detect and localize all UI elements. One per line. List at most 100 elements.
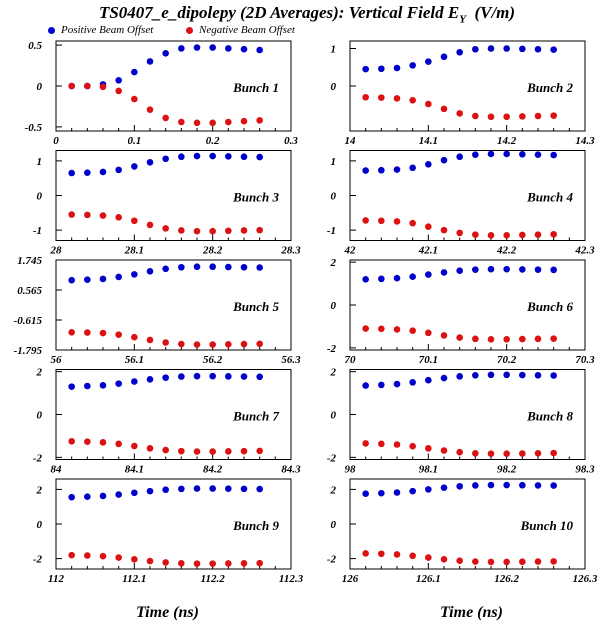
y-tick-label: 2 xyxy=(36,484,43,496)
y-tick-label: 0 xyxy=(331,81,337,93)
data-point-positive xyxy=(425,161,432,168)
data-point-negative xyxy=(115,554,122,561)
data-point-positive xyxy=(209,152,216,160)
x-tick-label: 84.1 xyxy=(125,464,144,476)
bunch-label: Bunch 1 xyxy=(232,80,279,95)
data-point-positive xyxy=(362,382,369,389)
data-point-positive xyxy=(178,263,185,271)
data-point-positive xyxy=(146,268,154,275)
data-point-negative xyxy=(534,335,542,343)
x-tick-label: 0 xyxy=(53,135,59,147)
data-point-negative xyxy=(84,329,91,336)
data-point-negative xyxy=(131,442,138,450)
x-tick-label: 14.2 xyxy=(497,135,517,147)
chart-title-subscript: Y xyxy=(459,13,466,26)
data-point-positive xyxy=(534,266,542,273)
x-tick-label: 112 xyxy=(48,573,64,585)
data-point-positive xyxy=(193,44,201,51)
data-point-positive xyxy=(362,65,369,73)
data-point-negative xyxy=(425,445,432,452)
data-point-positive xyxy=(409,164,416,172)
data-point-positive xyxy=(131,378,138,385)
data-point-negative xyxy=(393,218,401,225)
data-point-positive xyxy=(456,373,463,380)
data-point-negative xyxy=(178,227,185,234)
data-point-positive xyxy=(131,68,138,76)
data-point-positive xyxy=(68,169,75,177)
data-point-positive xyxy=(425,376,432,384)
data-point-negative xyxy=(193,227,201,235)
y-tick-label: 2 xyxy=(330,257,337,269)
x-axis-label-right: Time (ns) xyxy=(440,604,503,621)
data-point-negative xyxy=(84,211,91,219)
data-point-positive xyxy=(409,273,416,281)
data-point-negative xyxy=(146,106,154,114)
data-point-negative xyxy=(487,335,495,343)
data-point-positive xyxy=(534,371,542,379)
data-point-negative xyxy=(440,105,448,113)
data-point-positive xyxy=(131,271,138,278)
data-point-negative xyxy=(240,227,248,234)
data-point-negative xyxy=(225,340,232,348)
data-point-negative xyxy=(84,552,91,559)
data-point-negative xyxy=(487,113,495,121)
data-point-negative xyxy=(519,450,526,457)
data-point-positive xyxy=(131,163,138,170)
data-point-negative xyxy=(162,225,169,232)
data-point-positive xyxy=(362,167,369,174)
data-point-positive xyxy=(362,275,369,283)
data-point-negative xyxy=(240,340,248,348)
y-tick-label: 0 xyxy=(331,191,337,203)
data-point-negative xyxy=(456,448,463,456)
y-tick-label: -2 xyxy=(327,452,337,464)
y-tick-label: -1 xyxy=(327,225,336,237)
data-point-positive xyxy=(503,481,510,489)
data-point-negative xyxy=(162,559,169,566)
panel-bunch-5: 56 56.1 56.2 56.3 1.745 0.565 -0.615 -1.795 Bunc… xyxy=(14,255,302,366)
data-point-positive xyxy=(131,489,138,497)
data-point-positive xyxy=(519,266,526,273)
data-point-negative xyxy=(84,82,91,90)
data-point-negative xyxy=(162,339,169,346)
data-point-negative xyxy=(362,93,369,101)
data-point-positive xyxy=(472,45,479,53)
x-tick-label: 98.3 xyxy=(575,464,595,476)
data-point-positive xyxy=(115,273,122,281)
data-point-positive xyxy=(162,486,169,494)
legend-positive: Positive Beam Offset xyxy=(48,24,153,36)
x-tick-label: 84.3 xyxy=(281,464,301,476)
data-point-negative xyxy=(393,551,401,558)
x-tick-label: 98.1 xyxy=(419,464,438,476)
data-point-negative xyxy=(362,550,369,557)
data-point-positive xyxy=(456,153,463,161)
x-tick-label: 84.2 xyxy=(203,464,223,476)
data-point-negative xyxy=(472,449,479,457)
data-point-negative xyxy=(409,327,416,335)
data-point-negative xyxy=(472,558,479,565)
data-point-negative xyxy=(193,341,201,348)
y-tick-label: 2 xyxy=(330,367,337,379)
data-point-negative xyxy=(240,447,248,455)
chart-title-unit: (V/m) xyxy=(474,3,516,22)
data-point-positive xyxy=(378,275,385,283)
data-point-positive xyxy=(456,48,463,56)
data-point-negative xyxy=(178,559,185,567)
x-tick-label: 112.1 xyxy=(122,573,146,585)
data-point-negative xyxy=(256,340,263,348)
data-point-negative xyxy=(519,113,526,120)
data-point-positive xyxy=(178,45,185,52)
data-point-positive xyxy=(209,44,216,51)
panel-bunch-6: 70 70.1 70.2 70.3 2 0 -2 Bunch 6 xyxy=(327,257,595,366)
data-point-positive xyxy=(503,371,510,379)
x-tick-label: 42.3 xyxy=(574,245,595,257)
data-point-negative xyxy=(68,211,75,218)
x-tick-label: 56 xyxy=(51,354,63,366)
data-point-positive xyxy=(425,486,432,493)
data-point-positive xyxy=(68,276,75,284)
data-point-positive xyxy=(240,263,248,271)
data-point-negative xyxy=(84,438,91,446)
data-point-positive xyxy=(178,153,185,161)
data-point-negative xyxy=(115,440,122,448)
data-point-negative xyxy=(393,326,401,333)
panel-bunch-8: 98 98.1 98.2 98.3 2 0 -2 Bunch 8 xyxy=(327,367,595,476)
